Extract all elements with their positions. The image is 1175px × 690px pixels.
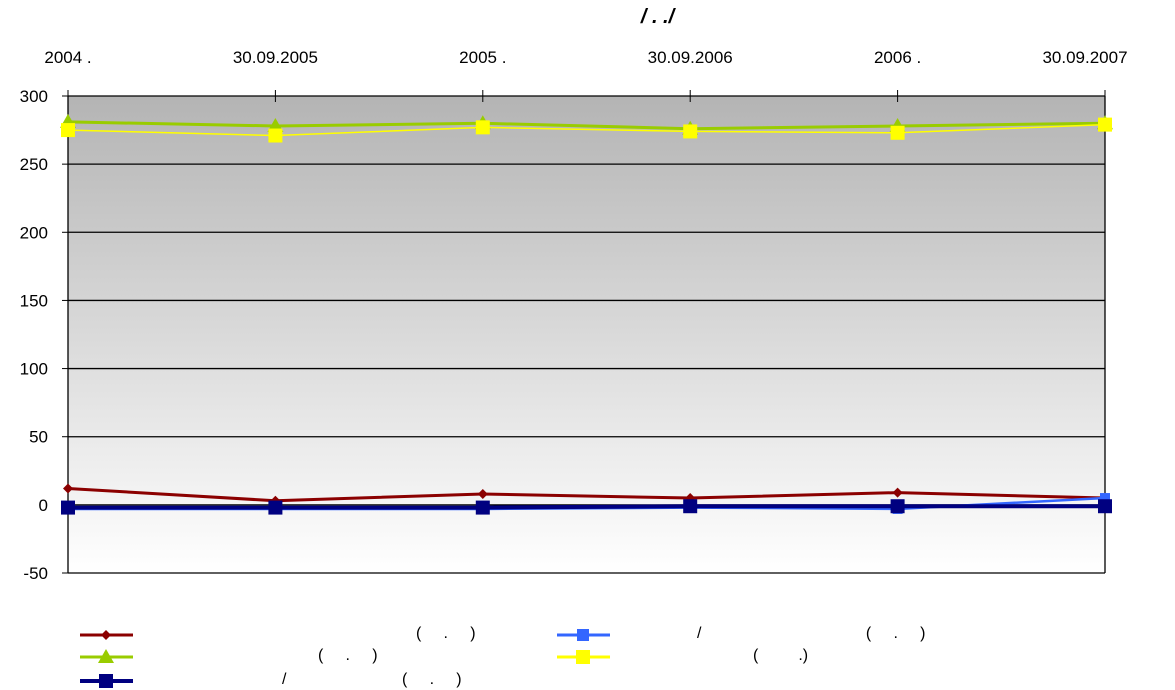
data-point <box>1098 117 1112 132</box>
legend-label: ( . ) <box>318 647 378 664</box>
data-point <box>890 499 905 514</box>
y-tick-label: 300 <box>20 87 48 106</box>
x-tick-label: 30.09.2005 <box>233 48 318 67</box>
x-tick-label: 2005 . <box>459 48 506 67</box>
data-point <box>61 123 75 138</box>
data-point <box>61 500 75 515</box>
series-path <box>68 504 1105 510</box>
y-tick-label: 200 <box>20 223 48 242</box>
y-tick-label: 50 <box>29 428 48 447</box>
plot-area <box>68 96 1105 573</box>
series-line <box>61 117 1112 143</box>
chart-title: / . ./ <box>640 6 675 28</box>
legend-label: / ( . ) <box>282 671 462 688</box>
data-point <box>101 630 111 640</box>
data-point <box>577 629 589 641</box>
data-point <box>268 500 283 515</box>
x-tick-label: 30.09.2007 <box>1042 48 1127 67</box>
legend-entry <box>80 630 133 640</box>
legend-entry <box>557 650 610 664</box>
x-tick-label: 30.09.2006 <box>648 48 733 67</box>
y-tick-label: -50 <box>23 564 48 583</box>
series-path <box>67 487 1106 503</box>
legend-entry <box>80 649 133 663</box>
data-point <box>576 650 590 664</box>
data-point <box>475 500 490 515</box>
data-point <box>267 117 284 132</box>
data-point <box>683 499 698 514</box>
legend-label: ( . ) <box>416 625 476 642</box>
data-point <box>477 488 488 499</box>
legend-entry <box>80 674 133 688</box>
y-tick-label: 100 <box>20 360 48 379</box>
data-point <box>890 125 905 140</box>
data-point <box>475 120 490 135</box>
legend-entry <box>557 629 610 641</box>
y-tick-label: 150 <box>20 291 48 310</box>
data-point <box>98 649 114 663</box>
series-line <box>61 499 1112 515</box>
data-point <box>1098 499 1112 514</box>
data-point <box>99 674 113 688</box>
data-point <box>268 128 283 143</box>
y-tick-label: 0 <box>39 496 48 515</box>
legend-label: ( .) <box>753 647 809 664</box>
x-tick-label: 2004 . <box>44 48 91 67</box>
x-tick-label: 2006 . <box>874 48 921 67</box>
data-point <box>683 124 698 139</box>
legend-label: / ( . ) <box>697 625 926 642</box>
data-point <box>1100 493 1110 504</box>
series-path <box>67 120 1106 131</box>
series-path <box>67 123 1106 137</box>
y-tick-label: 250 <box>20 155 48 174</box>
data-point <box>63 483 73 494</box>
data-point <box>892 487 903 498</box>
